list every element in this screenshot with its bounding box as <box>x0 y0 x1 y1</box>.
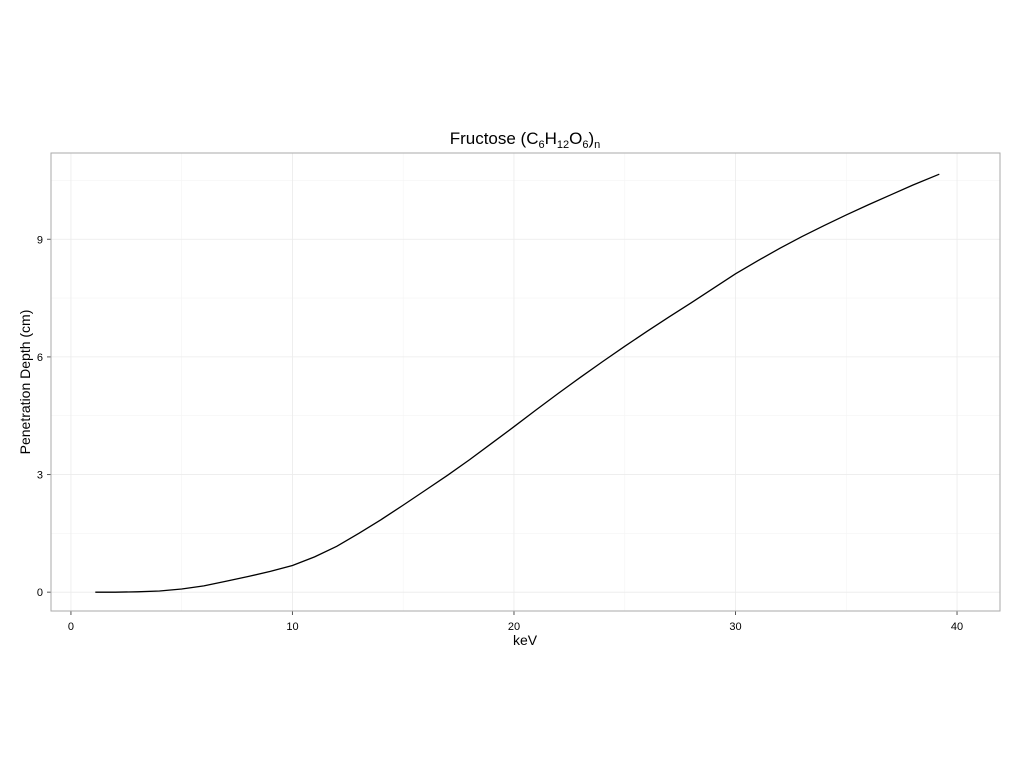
title-text: Fructose (C <box>450 129 539 148</box>
title-subscript: 6 <box>538 139 544 151</box>
x-tick-label: 30 <box>729 621 741 633</box>
data-line <box>95 173 940 593</box>
plot-panel <box>50 152 1001 612</box>
y-tick-label: 3 <box>37 470 43 482</box>
title-text: H <box>545 129 557 148</box>
x-tick-label: 40 <box>951 621 963 633</box>
y-tick-label: 6 <box>37 352 43 364</box>
title-text: O <box>569 129 582 148</box>
title-subscript: n <box>594 139 600 151</box>
x-tick-label: 20 <box>508 621 520 633</box>
chart-title: Fructose (C6H12O6)n <box>450 129 601 151</box>
y-tick-label: 9 <box>37 234 43 246</box>
y-axis-label: Penetration Depth (cm) <box>17 310 33 455</box>
title-subscript: 12 <box>557 139 569 151</box>
title-subscript: 6 <box>582 139 588 151</box>
x-tick-label: 0 <box>68 621 74 633</box>
y-tick-label: 0 <box>37 587 43 599</box>
x-axis-label: keV <box>513 632 538 648</box>
title-text: ) <box>589 129 595 148</box>
x-tick-label: 10 <box>286 621 298 633</box>
